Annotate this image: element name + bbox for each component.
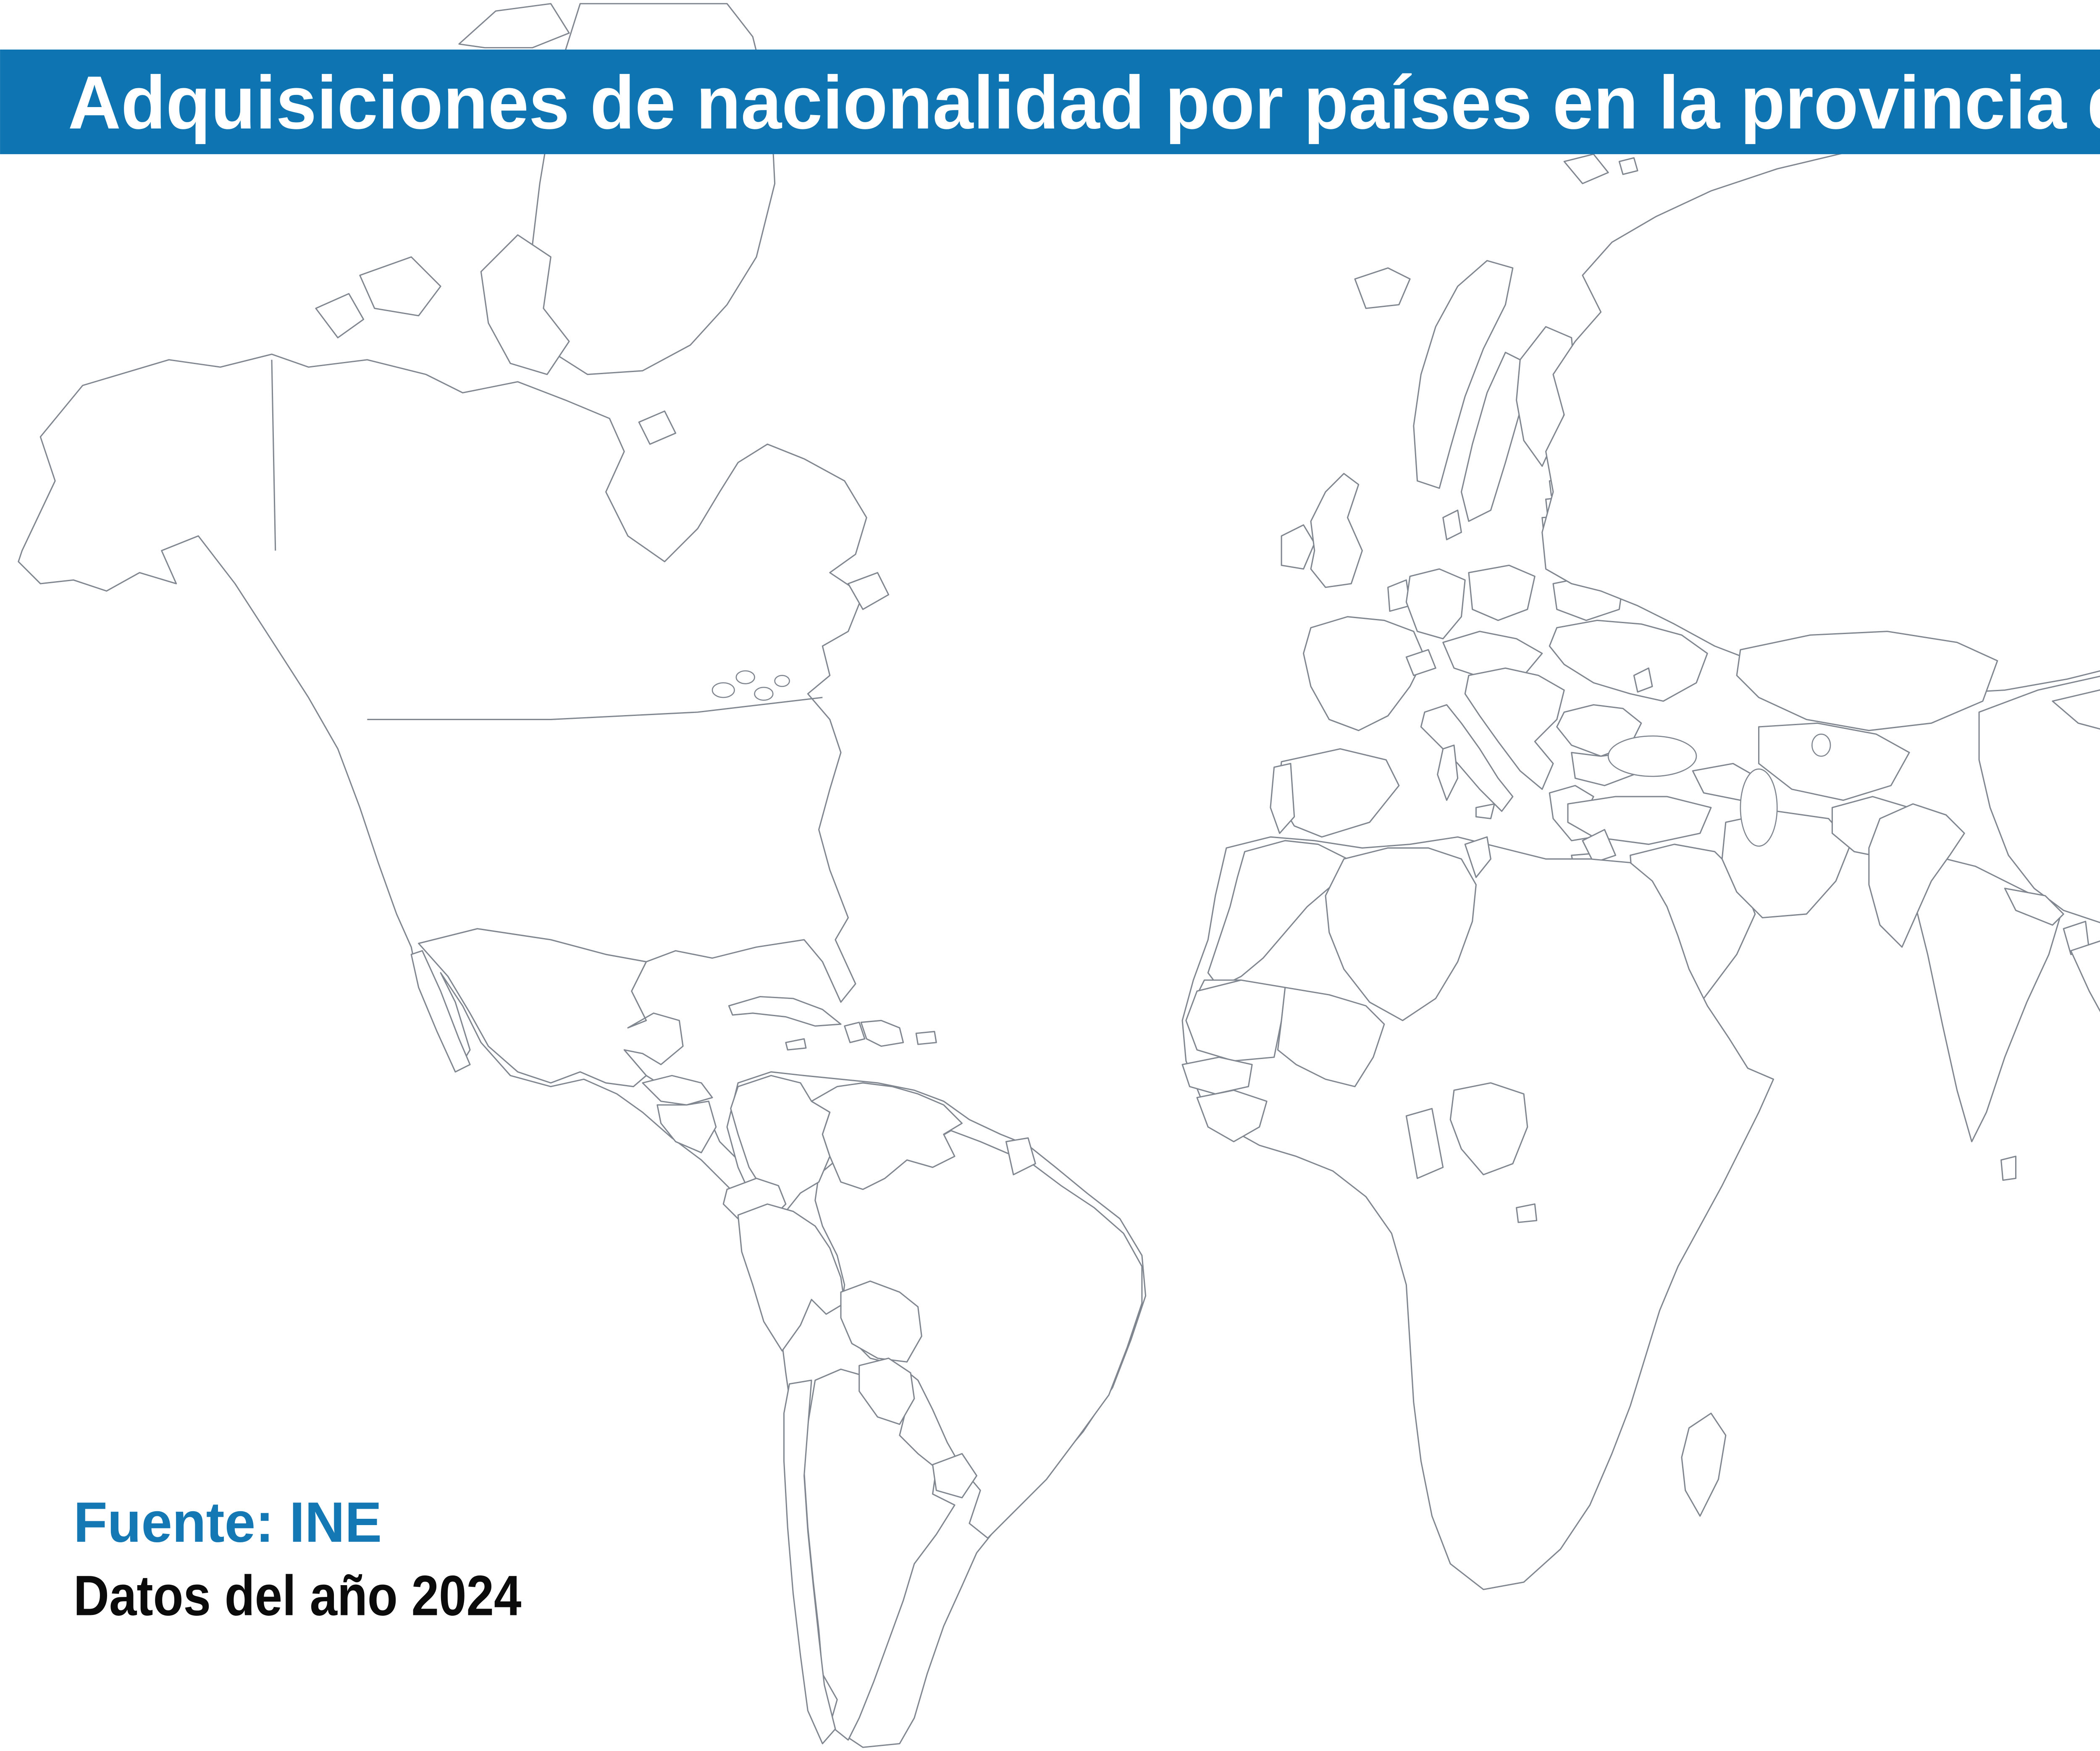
- country-honduras: [642, 1075, 713, 1106]
- black-sea: [1607, 735, 1697, 777]
- inland-seas: [1607, 734, 1831, 847]
- country-sicily: [1475, 803, 1495, 820]
- country-dominican-republic: [860, 1020, 904, 1047]
- country-kazakhstan: [1736, 631, 1998, 731]
- country-switzerland: [1405, 649, 1436, 676]
- country-north-america: [18, 354, 867, 1190]
- country-balkans: [1464, 667, 1565, 790]
- country-senegal: [1181, 1056, 1253, 1095]
- country-chile: [783, 1379, 836, 1745]
- country-mexico: [410, 928, 684, 1088]
- country-equatorial-guinea: [1516, 1203, 1538, 1223]
- country-ghana: [1405, 1108, 1444, 1179]
- country-tunisia: [1464, 836, 1491, 878]
- page-title: Adquisiciones de nacionalidad por países…: [68, 60, 2100, 144]
- country-venezuela: [811, 1082, 963, 1190]
- country-haiti: [844, 1022, 866, 1043]
- country-paraguay: [858, 1358, 915, 1425]
- caspian-sea: [1740, 768, 1778, 847]
- country-se-asia: [2070, 940, 2100, 1012]
- country-svalbard: [1563, 153, 1638, 184]
- country-moldova: [1633, 667, 1653, 693]
- country-mali: [1277, 987, 1385, 1088]
- country-bolivia: [840, 1280, 922, 1363]
- country-france: [1303, 616, 1425, 731]
- country-colombia: [730, 1075, 831, 1212]
- source-line1: Fuente: INE: [74, 1490, 382, 1554]
- country-ukraine: [1549, 619, 1708, 702]
- country-ireland: [1281, 524, 1315, 570]
- country-italy: [1420, 704, 1514, 812]
- country-morocco: [1207, 840, 1348, 988]
- country-norway: [1413, 260, 1514, 489]
- country-denmark: [1442, 509, 1462, 540]
- country-mauritania: [1185, 979, 1286, 1062]
- title-bar: [0, 50, 2100, 155]
- country-guinea: [1196, 1089, 1268, 1143]
- country-puerto-rico: [915, 1031, 937, 1045]
- country-iceland: [1354, 267, 1411, 309]
- country-algeria: [1325, 847, 1477, 1021]
- country-cuba: [728, 996, 842, 1027]
- country-corsica-sardinia: [1437, 744, 1459, 801]
- country-united-kingdom: [1310, 473, 1363, 588]
- country-nepal: [2004, 888, 2064, 926]
- aral-sea: [1811, 734, 1831, 757]
- source-line2: Datos del año 2024: [74, 1564, 522, 1628]
- country-uruguay: [932, 1453, 978, 1499]
- source-block: Fuente: INE Datos del año 2024: [74, 1490, 522, 1628]
- border-canada-usa: [367, 697, 823, 720]
- country-mongolia: [2052, 689, 2100, 730]
- country-china: [1978, 676, 2100, 923]
- country-germany: [1405, 568, 1466, 640]
- world-map: [18, 3, 2100, 1748]
- country-poland: [1468, 564, 1536, 621]
- country-india: [1916, 858, 2061, 1143]
- country-arctic-islands-group: [315, 3, 890, 610]
- country-jamaica: [785, 1038, 807, 1051]
- great-lakes: [711, 670, 790, 701]
- country-nigeria: [1449, 1082, 1528, 1176]
- title-bar-group: Adquisiciones de nacionalidad por países…: [0, 50, 2100, 155]
- country-arctic-islands: [315, 3, 890, 610]
- border-alaska-canada: [271, 359, 276, 551]
- country-pakistan: [1868, 803, 1965, 948]
- country-french-guiana: [1005, 1137, 1036, 1176]
- country-nicaragua: [656, 1101, 717, 1153]
- country-madagascar: [1681, 1413, 1727, 1517]
- country-central-asia: [1758, 722, 1910, 801]
- country-central-europe: [1442, 631, 1543, 680]
- country-sri-lanka: [2000, 1156, 2017, 1181]
- country-portugal: [1270, 763, 1295, 834]
- country-peru: [737, 1203, 845, 1352]
